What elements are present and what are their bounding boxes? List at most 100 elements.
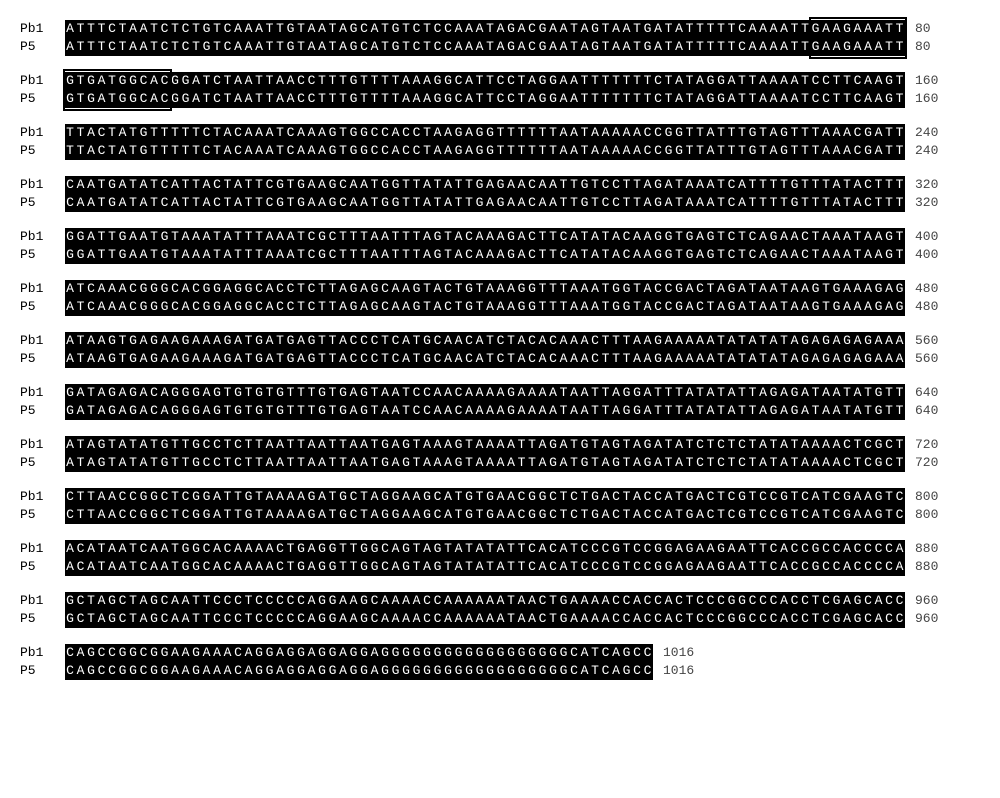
alignment-row: P5ATCAAACGGGCACGGAGGCACCTCTTAGAGCAAGTACT… — [20, 298, 980, 316]
alignment-row: Pb1ATCAAACGGGCACGGAGGCACCTCTTAGAGCAAGTAC… — [20, 280, 980, 298]
sequence-bases: GCTAGCTAGCAATTCCCTCCCCCAGGAAGCAAAACCAAAA… — [65, 610, 905, 628]
sequence-label: Pb1 — [20, 280, 65, 298]
alignment-block: Pb1ATAAGTGAGAAGAAAGATGATGAGTTACCCTCATGCA… — [20, 332, 980, 368]
alignment-row: Pb1ATTTCTAATCTCTGTCAAATTGTAATAGCATGTCTCC… — [20, 20, 980, 38]
sequence-bases: GCTAGCTAGCAATTCCCTCCCCCAGGAAGCAAAACCAAAA… — [65, 592, 905, 610]
alignment-block: Pb1GATAGAGACAGGGAGTGTGTGTTTGTGAGTAATCCAA… — [20, 384, 980, 420]
sequence-label: P5 — [20, 350, 65, 368]
alignment-block: Pb1TTACTATGTTTTTCTACAAATCAAAGTGGCCACCTAA… — [20, 124, 980, 160]
sequence-label: Pb1 — [20, 384, 65, 402]
alignment-row: P5GCTAGCTAGCAATTCCCTCCCCCAGGAAGCAAAACCAA… — [20, 610, 980, 628]
alignment-row: P5CTTAACCGGCTCGGATTGTAAAAGATGCTAGGAAGCAT… — [20, 506, 980, 524]
position-number: 320 — [905, 194, 965, 212]
alignment-row: Pb1GTGATGGCACGGATCTAATTAACCTTTGTTTTAAAGG… — [20, 72, 980, 90]
alignment-row: P5CAATGATATCATTACTATTCGTGAAGCAATGGTTATAT… — [20, 194, 980, 212]
sequence-bases: CAGCCGGCGGAAGAAACAGGAGGAGGAGGAGGGGGGGGGG… — [65, 644, 653, 662]
sequence-bases: CAATGATATCATTACTATTCGTGAAGCAATGGTTATATTG… — [65, 194, 905, 212]
alignment-row: Pb1CTTAACCGGCTCGGATTGTAAAAGATGCTAGGAAGCA… — [20, 488, 980, 506]
sequence-label: Pb1 — [20, 332, 65, 350]
position-number: 640 — [905, 384, 965, 402]
alignment-block: Pb1GGATTGAATGTAAATATTTAAATCGCTTTAATTTAGT… — [20, 228, 980, 264]
sequence-bases: TTACTATGTTTTTCTACAAATCAAAGTGGCCACCTAAGAG… — [65, 124, 905, 142]
sequence-label: P5 — [20, 454, 65, 472]
position-number: 560 — [905, 332, 965, 350]
alignment-block: Pb1GCTAGCTAGCAATTCCCTCCCCCAGGAAGCAAAACCA… — [20, 592, 980, 628]
sequence-label: Pb1 — [20, 176, 65, 194]
alignment-row: P5ATAAGTGAGAAGAAAGATGATGAGTTACCCTCATGCAA… — [20, 350, 980, 368]
position-number: 160 — [905, 90, 965, 108]
sequence-label: P5 — [20, 662, 65, 680]
alignment-row: Pb1GCTAGCTAGCAATTCCCTCCCCCAGGAAGCAAAACCA… — [20, 592, 980, 610]
sequence-bases: TTACTATGTTTTTCTACAAATCAAAGTGGCCACCTAAGAG… — [65, 142, 905, 160]
sequence-bases: ATAAGTGAGAAGAAAGATGATGAGTTACCCTCATGCAACA… — [65, 350, 905, 368]
alignment-row: P5GATAGAGACAGGGAGTGTGTGTTTGTGAGTAATCCAAC… — [20, 402, 980, 420]
alignment-block: Pb1ATAGTATATGTTGCCTCTTAATTAATTAATGAGTAAA… — [20, 436, 980, 472]
position-number: 720 — [905, 436, 965, 454]
sequence-label: P5 — [20, 38, 65, 56]
position-number: 240 — [905, 142, 965, 160]
sequence-label: Pb1 — [20, 540, 65, 558]
sequence-bases: ACATAATCAATGGCACAAAACTGAGGTTGGCAGTAGTATA… — [65, 558, 905, 576]
alignment-block: Pb1CAGCCGGCGGAAGAAACAGGAGGAGGAGGAGGGGGGG… — [20, 644, 980, 680]
sequence-bases: ATCAAACGGGCACGGAGGCACCTCTTAGAGCAAGTACTGT… — [65, 280, 905, 298]
position-number: 160 — [905, 72, 965, 90]
position-number: 400 — [905, 246, 965, 264]
alignment-block: Pb1CAATGATATCATTACTATTCGTGAAGCAATGGTTATA… — [20, 176, 980, 212]
sequence-bases: ATCAAACGGGCACGGAGGCACCTCTTAGAGCAAGTACTGT… — [65, 298, 905, 316]
sequence-label: Pb1 — [20, 592, 65, 610]
alignment-row: Pb1GGATTGAATGTAAATATTTAAATCGCTTTAATTTAGT… — [20, 228, 980, 246]
position-number: 720 — [905, 454, 965, 472]
sequence-label: P5 — [20, 298, 65, 316]
sequence-label: Pb1 — [20, 488, 65, 506]
position-number: 480 — [905, 280, 965, 298]
sequence-alignment: Pb1ATTTCTAATCTCTGTCAAATTGTAATAGCATGTCTCC… — [20, 20, 980, 694]
position-number: 1016 — [653, 662, 713, 680]
position-number: 560 — [905, 350, 965, 368]
sequence-label: P5 — [20, 142, 65, 160]
position-number: 400 — [905, 228, 965, 246]
alignment-row: P5TTACTATGTTTTTCTACAAATCAAAGTGGCCACCTAAG… — [20, 142, 980, 160]
sequence-label: Pb1 — [20, 20, 65, 38]
position-number: 1016 — [653, 644, 713, 662]
sequence-label: P5 — [20, 246, 65, 264]
sequence-label: P5 — [20, 506, 65, 524]
sequence-bases: GGATTGAATGTAAATATTTAAATCGCTTTAATTTAGTACA… — [65, 228, 905, 246]
alignment-row: P5GGATTGAATGTAAATATTTAAATCGCTTTAATTTAGTA… — [20, 246, 980, 264]
position-number: 800 — [905, 488, 965, 506]
position-number: 880 — [905, 558, 965, 576]
sequence-bases: ATAGTATATGTTGCCTCTTAATTAATTAATGAGTAAAGTA… — [65, 454, 905, 472]
sequence-label: P5 — [20, 402, 65, 420]
sequence-bases: CAATGATATCATTACTATTCGTGAAGCAATGGTTATATTG… — [65, 176, 905, 194]
alignment-row: Pb1ATAGTATATGTTGCCTCTTAATTAATTAATGAGTAAA… — [20, 436, 980, 454]
position-number: 800 — [905, 506, 965, 524]
sequence-bases: CTTAACCGGCTCGGATTGTAAAAGATGCTAGGAAGCATGT… — [65, 488, 905, 506]
sequence-bases: GATAGAGACAGGGAGTGTGTGTTTGTGAGTAATCCAACAA… — [65, 384, 905, 402]
sequence-bases: ATTTCTAATCTCTGTCAAATTGTAATAGCATGTCTCCAAA… — [65, 20, 905, 38]
sequence-label: Pb1 — [20, 228, 65, 246]
sequence-label: Pb1 — [20, 644, 65, 662]
alignment-block: Pb1CTTAACCGGCTCGGATTGTAAAAGATGCTAGGAAGCA… — [20, 488, 980, 524]
sequence-label: P5 — [20, 90, 65, 108]
position-number: 880 — [905, 540, 965, 558]
alignment-block: Pb1ATCAAACGGGCACGGAGGCACCTCTTAGAGCAAGTAC… — [20, 280, 980, 316]
alignment-row: P5ACATAATCAATGGCACAAAACTGAGGTTGGCAGTAGTA… — [20, 558, 980, 576]
alignment-row: Pb1GATAGAGACAGGGAGTGTGTGTTTGTGAGTAATCCAA… — [20, 384, 980, 402]
sequence-bases: GATAGAGACAGGGAGTGTGTGTTTGTGAGTAATCCAACAA… — [65, 402, 905, 420]
position-number: 320 — [905, 176, 965, 194]
sequence-bases: GGATTGAATGTAAATATTTAAATCGCTTTAATTTAGTACA… — [65, 246, 905, 264]
position-number: 480 — [905, 298, 965, 316]
alignment-row: Pb1TTACTATGTTTTTCTACAAATCAAAGTGGCCACCTAA… — [20, 124, 980, 142]
position-number: 240 — [905, 124, 965, 142]
sequence-label: Pb1 — [20, 124, 65, 142]
alignment-row: Pb1ATAAGTGAGAAGAAAGATGATGAGTTACCCTCATGCA… — [20, 332, 980, 350]
sequence-bases: GTGATGGCACGGATCTAATTAACCTTTGTTTTAAAGGCAT… — [65, 72, 905, 90]
alignment-block: Pb1ACATAATCAATGGCACAAAACTGAGGTTGGCAGTAGT… — [20, 540, 980, 576]
alignment-row: P5CAGCCGGCGGAAGAAACAGGAGGAGGAGGAGGGGGGGG… — [20, 662, 980, 680]
position-number: 80 — [905, 38, 965, 56]
sequence-bases: GTGATGGCACGGATCTAATTAACCTTTGTTTTAAAGGCAT… — [65, 90, 905, 108]
position-number: 960 — [905, 592, 965, 610]
alignment-row: P5ATAGTATATGTTGCCTCTTAATTAATTAATGAGTAAAG… — [20, 454, 980, 472]
sequence-label: P5 — [20, 558, 65, 576]
sequence-label: P5 — [20, 194, 65, 212]
sequence-bases: ATAAGTGAGAAGAAAGATGATGAGTTACCCTCATGCAACA… — [65, 332, 905, 350]
